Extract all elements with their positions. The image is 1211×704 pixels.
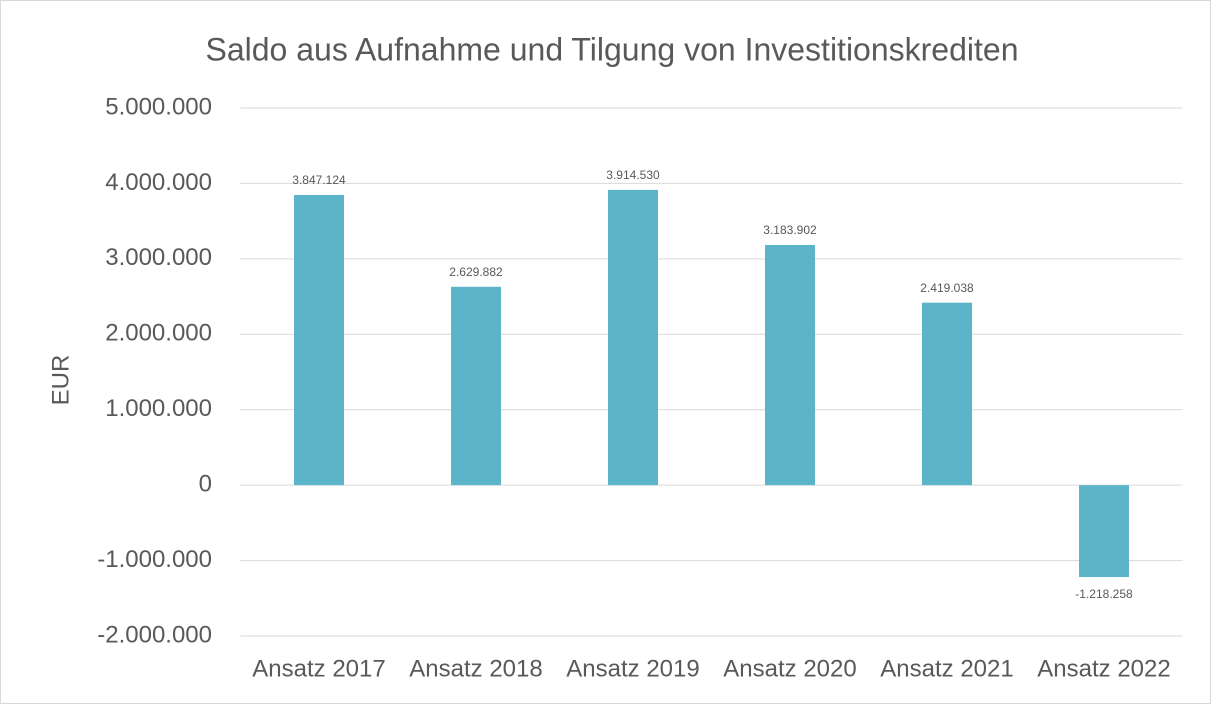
bar bbox=[608, 189, 658, 486]
value-label: 2.419.038 bbox=[920, 281, 974, 295]
bar bbox=[294, 194, 344, 486]
value-label: 3.914.530 bbox=[606, 168, 660, 182]
y-tick-label: 1.000.000 bbox=[105, 395, 212, 422]
x-tick-label: Ansatz 2017 bbox=[252, 655, 385, 682]
y-tick-label: 5.000.000 bbox=[105, 93, 212, 120]
bar bbox=[922, 302, 972, 486]
bar bbox=[1079, 485, 1129, 578]
x-tick-label: Ansatz 2021 bbox=[880, 655, 1013, 682]
y-axis-label: EUR bbox=[47, 355, 74, 406]
bar bbox=[451, 286, 501, 486]
value-label: -1.218.258 bbox=[1075, 587, 1133, 601]
x-tick-label: Ansatz 2020 bbox=[723, 655, 856, 682]
x-tick-label: Ansatz 2018 bbox=[409, 655, 542, 682]
y-tick-label: -2.000.000 bbox=[97, 621, 212, 648]
y-tick-label: 4.000.000 bbox=[105, 169, 212, 196]
chart-title: Saldo aus Aufnahme und Tilgung von Inves… bbox=[206, 31, 1019, 67]
bar bbox=[765, 244, 815, 486]
value-label: 2.629.882 bbox=[449, 265, 503, 279]
value-label: 3.183.902 bbox=[763, 223, 817, 237]
x-tick-label: Ansatz 2022 bbox=[1037, 655, 1170, 682]
y-tick-label: 2.000.000 bbox=[105, 320, 212, 347]
x-tick-label: Ansatz 2019 bbox=[566, 655, 699, 682]
y-tick-label: -1.000.000 bbox=[97, 546, 212, 573]
y-tick-label: 3.000.000 bbox=[105, 244, 212, 271]
y-tick-label: 0 bbox=[199, 470, 212, 497]
value-label: 3.847.124 bbox=[292, 173, 346, 187]
